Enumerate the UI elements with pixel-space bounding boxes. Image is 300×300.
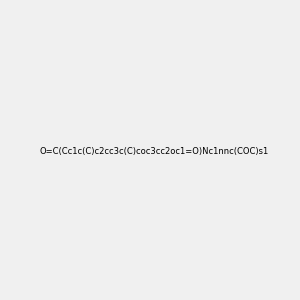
Text: O=C(Cc1c(C)c2cc3c(C)coc3cc2oc1=O)Nc1nnc(COC)s1: O=C(Cc1c(C)c2cc3c(C)coc3cc2oc1=O)Nc1nnc(…: [39, 147, 268, 156]
